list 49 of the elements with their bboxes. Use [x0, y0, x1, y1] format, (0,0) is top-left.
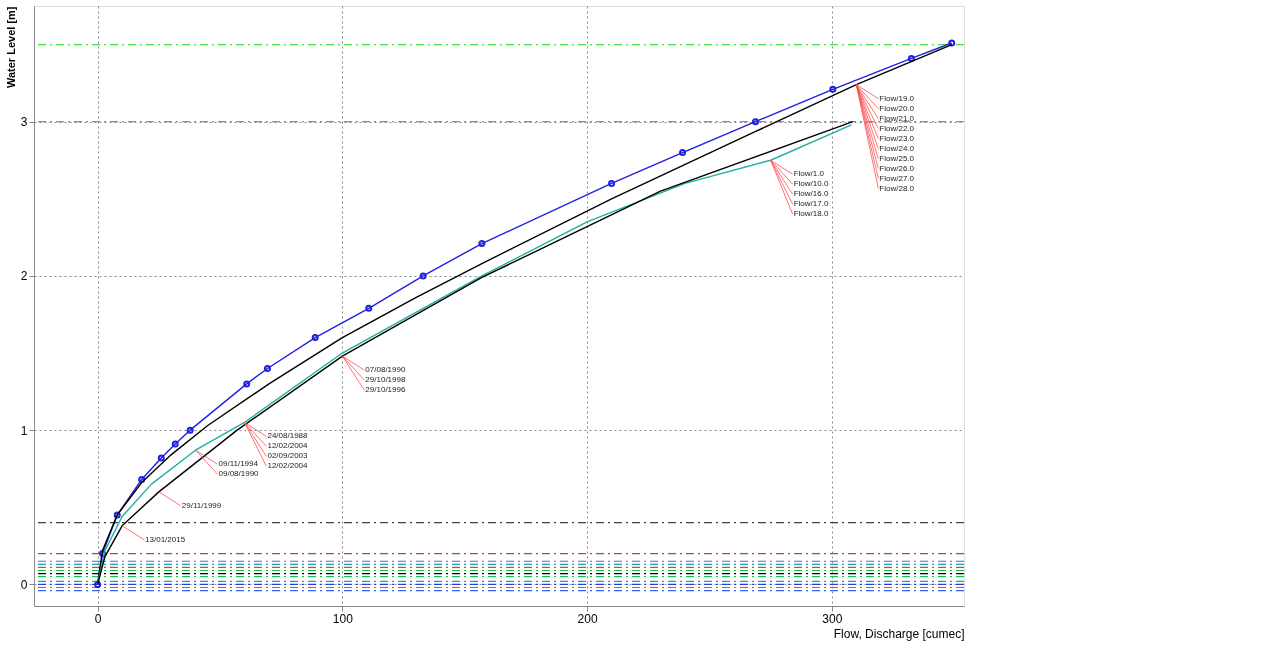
- annotation: 13/01/2015: [145, 534, 186, 544]
- point: [171, 440, 179, 448]
- annotation: Flow/23.0: [879, 133, 915, 143]
- annotation: Flow/22.0: [879, 123, 915, 133]
- annotation: 09/11/1994: [218, 459, 259, 469]
- y-tick-label: 3: [20, 115, 28, 130]
- annotation: 29/11/1999: [181, 500, 222, 510]
- x-tick-label: 0: [94, 611, 102, 626]
- x-axis-title: Flow, Discharge [cumec]: [833, 626, 965, 641]
- annotation: Flow/10.0: [793, 179, 829, 189]
- point: [186, 426, 194, 434]
- annotation: 09/08/1990: [218, 469, 260, 479]
- annotation: 12/02/2004: [267, 441, 309, 451]
- point: [311, 334, 319, 342]
- annotation: 24/08/1988: [267, 431, 309, 441]
- point: [365, 304, 373, 312]
- point: [243, 380, 251, 388]
- annotation: Flow/27.0: [879, 173, 915, 183]
- annotation: 02/09/2003: [267, 451, 309, 461]
- annotation: 29/10/1998: [365, 375, 406, 385]
- annotation: Flow/17.0: [793, 199, 829, 209]
- point: [829, 85, 837, 93]
- point: [478, 240, 486, 248]
- y-tick-label: 1: [20, 423, 28, 438]
- y-tick-label: 2: [20, 269, 28, 284]
- annotation: Flow/1.0: [793, 169, 825, 179]
- point: [419, 272, 427, 280]
- point: [608, 179, 616, 187]
- x-tick-label: 300: [822, 611, 843, 626]
- x-tick-label: 100: [332, 611, 354, 626]
- y-axis-title: Water Level [m]: [4, 6, 17, 89]
- annotation: Flow/19.0: [879, 93, 915, 103]
- annotation: 12/02/2004: [267, 461, 309, 471]
- annotation: Flow/24.0: [879, 143, 915, 153]
- annotation: Flow/28.0: [879, 183, 915, 193]
- y-tick-label: 0: [20, 577, 28, 592]
- annotation: Flow/20.0: [879, 103, 915, 113]
- point: [751, 118, 759, 126]
- annotation: Flow/16.0: [793, 189, 829, 199]
- point: [679, 149, 687, 157]
- annotation: 29/10/1996: [365, 385, 406, 395]
- annotation: 07/08/1990: [365, 365, 406, 375]
- x-tick-label: 200: [577, 611, 598, 626]
- annotation: Flow/26.0: [879, 163, 915, 173]
- annotation: Flow/25.0: [879, 153, 915, 163]
- point: [157, 454, 165, 462]
- annotation: Flow/18.0: [793, 209, 829, 219]
- annotation: Flow/21.0: [879, 113, 915, 123]
- point: [263, 364, 271, 372]
